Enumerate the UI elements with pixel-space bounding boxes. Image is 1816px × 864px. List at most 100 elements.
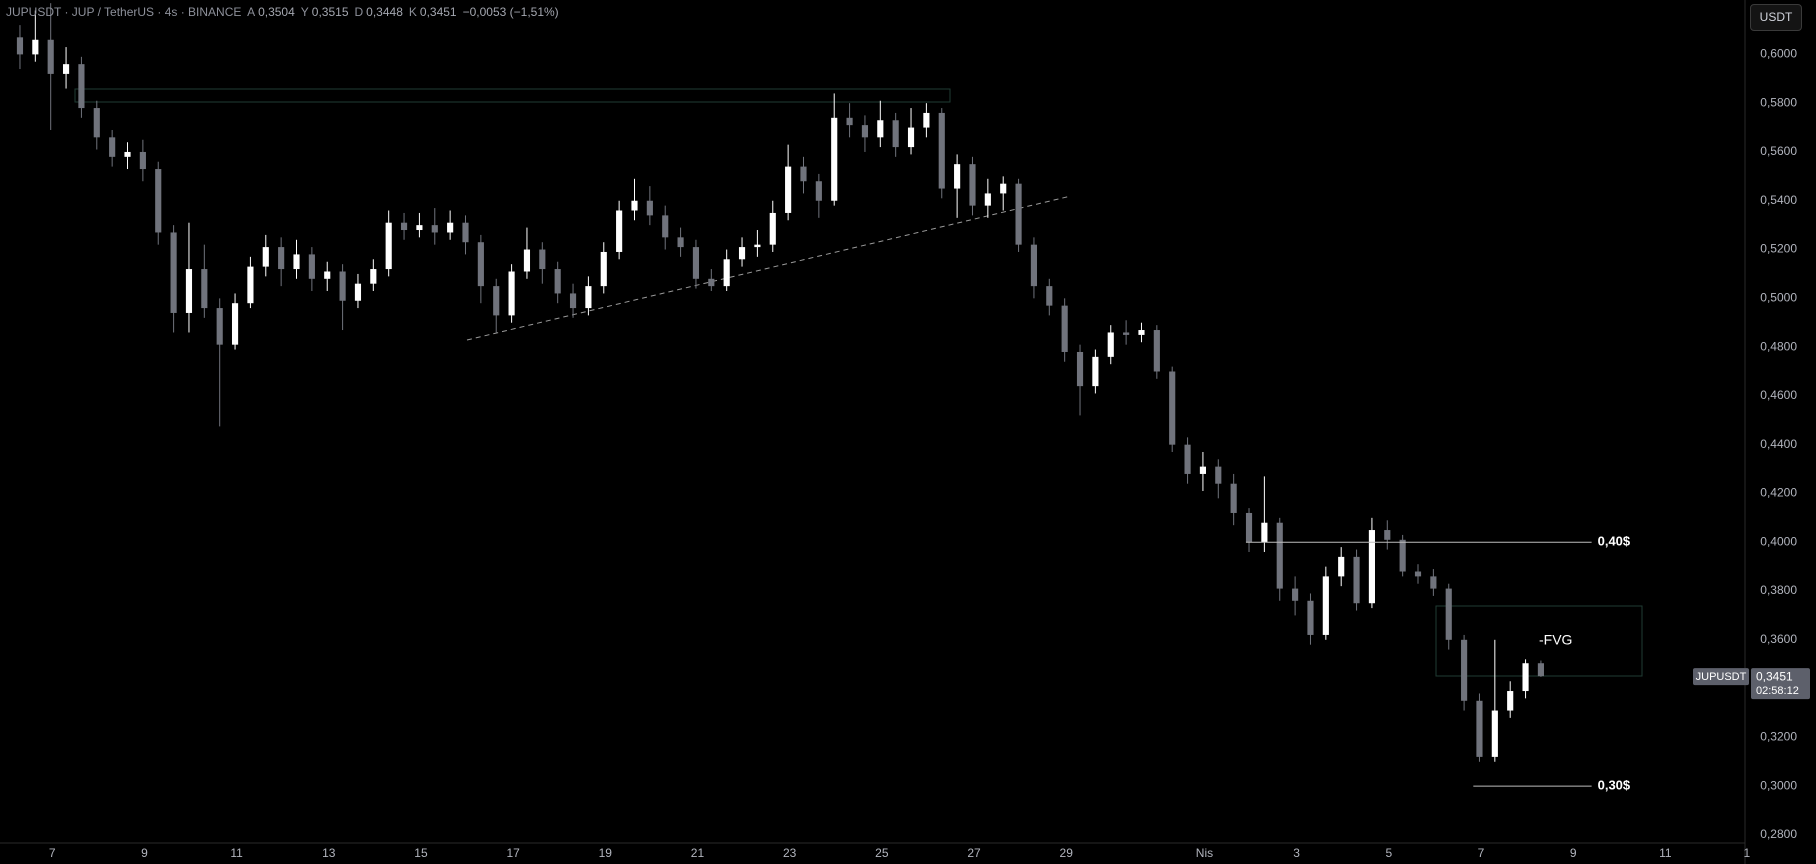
currency-button[interactable]: USDT [1750, 4, 1802, 31]
candle-body [1245, 512, 1253, 543]
x-tick-label: 7 [1478, 846, 1485, 860]
candle-body [262, 247, 269, 267]
candle-body [1169, 371, 1176, 445]
candle-body [109, 137, 116, 157]
candle-body [47, 39, 54, 74]
candle-body [1292, 588, 1299, 601]
x-tick-label: 21 [691, 846, 705, 860]
candle-body [646, 200, 653, 216]
y-tick-label: 0,5400 [1760, 193, 1797, 207]
candle-body [1491, 710, 1498, 757]
ohlc-key: A [247, 5, 256, 19]
ohlc-value: 0,3448 [366, 5, 403, 19]
candle-body [1476, 700, 1483, 757]
candle-body [831, 117, 838, 201]
candle-body [861, 125, 869, 138]
fvg-label: -FVG [1539, 632, 1572, 648]
candle-body [785, 166, 792, 213]
candle-body [508, 271, 515, 316]
x-tick-label: 5 [1385, 846, 1392, 860]
candle-body [1384, 530, 1391, 540]
x-tick-label: 27 [967, 846, 981, 860]
candle-body [493, 286, 500, 316]
symbol-header: JUPUSDT · JUP / TetherUS · 4s · BINANCE … [6, 5, 565, 19]
candle-body [477, 242, 484, 287]
candle-body [1445, 588, 1452, 640]
y-tick-label: 0,3800 [1760, 583, 1797, 597]
x-tick-label: 29 [1060, 846, 1074, 860]
candle-body [600, 251, 607, 287]
candle-body [78, 64, 85, 109]
symbol-tag-bg [1693, 668, 1749, 686]
candle-body [1461, 639, 1468, 701]
x-tick-label: 11 [230, 846, 243, 860]
candle-body [1076, 351, 1084, 387]
candle-body [938, 112, 945, 189]
candle-body [1537, 663, 1544, 677]
candle-body [416, 225, 423, 231]
y-tick-label: 0,4200 [1760, 486, 1797, 500]
candle-body [662, 215, 669, 238]
candle-body [1015, 183, 1022, 245]
candle-body [231, 303, 239, 345]
candle-body [1184, 444, 1191, 474]
candle-body [1430, 576, 1437, 589]
candle-body [339, 271, 346, 301]
x-tick-label: 23 [783, 846, 797, 860]
candle-body [723, 259, 730, 287]
x-tick-label: 25 [875, 846, 889, 860]
ohlc-value: 0,3504 [258, 5, 295, 19]
candle-body [616, 210, 623, 252]
candle-body [32, 39, 39, 55]
last-price-bg [1751, 668, 1810, 700]
candle-body [1061, 305, 1068, 352]
y-tick-label: 0,4600 [1760, 388, 1797, 402]
x-tick-label: 9 [1570, 846, 1577, 860]
candle-body [954, 164, 961, 189]
ohlc-key: K [408, 5, 417, 19]
x-tick-label: 7 [49, 846, 56, 860]
candle-body [539, 249, 546, 270]
y-tick-label: 0,3200 [1760, 730, 1797, 744]
candle-body [1261, 522, 1268, 543]
candle-body [769, 212, 776, 245]
symbol-title: JUPUSDT · JUP / TetherUS · 4s · BINANCE [6, 5, 242, 19]
candle-body [1153, 330, 1160, 372]
y-tick-label: 0,4800 [1760, 339, 1797, 353]
candle-body [124, 151, 131, 157]
candle-body [969, 164, 976, 206]
candle-body [1138, 330, 1145, 335]
candle-body [1399, 539, 1406, 572]
resistance-zone [74, 88, 951, 103]
candle-body [585, 286, 592, 309]
candle-body [354, 283, 362, 301]
candle-body [892, 120, 899, 148]
y-tick-label: 0,5000 [1760, 290, 1797, 304]
candle-body [1414, 571, 1422, 577]
symbol-tag: JUPUSDT [1696, 671, 1747, 683]
candle-body [1046, 286, 1053, 306]
candle-body [554, 269, 561, 294]
candle-body [1507, 691, 1514, 711]
candle-body [139, 151, 146, 170]
candle-body [569, 293, 577, 309]
x-tick-label: 9 [141, 846, 148, 860]
candle-body [907, 127, 915, 148]
x-tick-label: 11 [1659, 846, 1672, 860]
ohlc-key: Y [300, 5, 309, 19]
candle-body [1092, 356, 1099, 387]
candle-body [1307, 600, 1314, 635]
candle-body [1000, 183, 1007, 194]
candle-body [385, 222, 392, 270]
candle-body [692, 247, 700, 279]
candle-body [923, 112, 930, 128]
y-tick-label: 0,5200 [1760, 242, 1797, 256]
candle-body [93, 108, 100, 138]
candle-body [877, 120, 884, 138]
candle-body [308, 254, 315, 279]
candle-body [708, 278, 715, 287]
candle-body [800, 166, 807, 182]
candle-body [631, 200, 638, 211]
